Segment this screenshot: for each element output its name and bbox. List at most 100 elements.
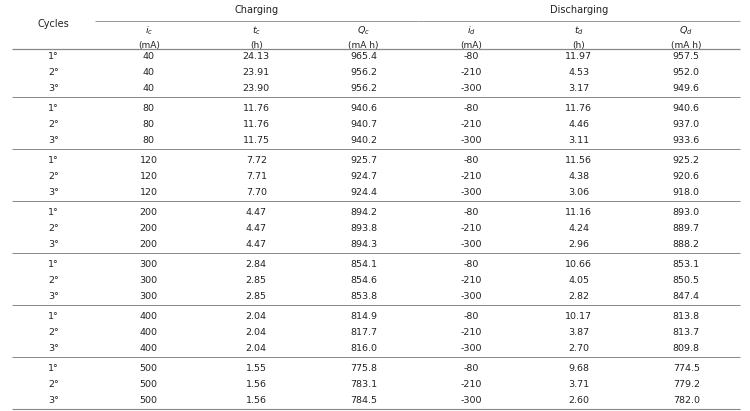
Text: 2.85: 2.85 bbox=[246, 292, 267, 301]
Text: 500: 500 bbox=[140, 396, 158, 405]
Text: 11.56: 11.56 bbox=[566, 156, 592, 165]
Text: 7.70: 7.70 bbox=[246, 188, 267, 197]
Text: 120: 120 bbox=[140, 188, 158, 197]
Text: 924.7: 924.7 bbox=[350, 172, 377, 181]
Text: Charging: Charging bbox=[234, 5, 278, 14]
Text: 400: 400 bbox=[140, 312, 158, 321]
Text: -300: -300 bbox=[460, 136, 482, 145]
Text: -300: -300 bbox=[460, 344, 482, 353]
Text: 2°: 2° bbox=[48, 172, 58, 181]
Text: 23.91: 23.91 bbox=[243, 68, 270, 77]
Text: -210: -210 bbox=[460, 328, 482, 337]
Text: 889.7: 889.7 bbox=[673, 224, 700, 233]
Text: (mA h): (mA h) bbox=[671, 41, 701, 50]
Text: 893.8: 893.8 bbox=[350, 224, 377, 233]
Text: 816.0: 816.0 bbox=[350, 344, 377, 353]
Text: 120: 120 bbox=[140, 172, 158, 181]
Text: 1.56: 1.56 bbox=[246, 396, 267, 405]
Text: (mA h): (mA h) bbox=[349, 41, 379, 50]
Text: 500: 500 bbox=[140, 364, 158, 373]
Text: 4.47: 4.47 bbox=[246, 224, 267, 233]
Text: 956.2: 956.2 bbox=[350, 68, 377, 77]
Text: 933.6: 933.6 bbox=[673, 136, 700, 145]
Text: 2.82: 2.82 bbox=[568, 292, 590, 301]
Text: 853.1: 853.1 bbox=[673, 260, 700, 269]
Text: -210: -210 bbox=[460, 276, 482, 285]
Text: 784.5: 784.5 bbox=[350, 396, 377, 405]
Text: 3°: 3° bbox=[48, 292, 59, 301]
Text: 10.66: 10.66 bbox=[566, 260, 592, 269]
Text: -300: -300 bbox=[460, 84, 482, 93]
Text: 300: 300 bbox=[140, 260, 158, 269]
Text: 3°: 3° bbox=[48, 84, 59, 93]
Text: 2.70: 2.70 bbox=[568, 344, 590, 353]
Text: 400: 400 bbox=[140, 344, 158, 353]
Text: 1°: 1° bbox=[48, 156, 58, 165]
Text: 11.75: 11.75 bbox=[243, 136, 270, 145]
Text: 3.71: 3.71 bbox=[568, 380, 590, 389]
Text: 40: 40 bbox=[142, 52, 154, 61]
Text: 894.3: 894.3 bbox=[350, 240, 377, 249]
Text: 300: 300 bbox=[140, 276, 158, 285]
Text: 4.47: 4.47 bbox=[246, 240, 267, 249]
Text: 956.2: 956.2 bbox=[350, 84, 377, 93]
Text: 940.7: 940.7 bbox=[350, 120, 377, 129]
Text: 1°: 1° bbox=[48, 208, 58, 217]
Text: 813.7: 813.7 bbox=[673, 328, 700, 337]
Text: 894.2: 894.2 bbox=[350, 208, 377, 217]
Text: 40: 40 bbox=[142, 84, 154, 93]
Text: -80: -80 bbox=[464, 52, 479, 61]
Text: 1°: 1° bbox=[48, 312, 58, 321]
Text: $Q_c$: $Q_c$ bbox=[357, 25, 370, 37]
Text: 854.6: 854.6 bbox=[350, 276, 377, 285]
Text: 80: 80 bbox=[142, 136, 154, 145]
Text: 850.5: 850.5 bbox=[673, 276, 700, 285]
Text: 11.97: 11.97 bbox=[566, 52, 592, 61]
Text: -300: -300 bbox=[460, 292, 482, 301]
Text: 120: 120 bbox=[140, 156, 158, 165]
Text: -300: -300 bbox=[460, 240, 482, 249]
Text: 80: 80 bbox=[142, 104, 154, 113]
Text: 775.8: 775.8 bbox=[350, 364, 377, 373]
Text: Discharging: Discharging bbox=[550, 5, 608, 14]
Text: 1.55: 1.55 bbox=[246, 364, 267, 373]
Text: 888.2: 888.2 bbox=[673, 240, 700, 249]
Text: 957.5: 957.5 bbox=[673, 52, 700, 61]
Text: -300: -300 bbox=[460, 188, 482, 197]
Text: 300: 300 bbox=[140, 292, 158, 301]
Text: 4.38: 4.38 bbox=[568, 172, 590, 181]
Text: 11.76: 11.76 bbox=[243, 104, 270, 113]
Text: 783.1: 783.1 bbox=[350, 380, 377, 389]
Text: 3°: 3° bbox=[48, 240, 59, 249]
Text: 3°: 3° bbox=[48, 396, 59, 405]
Text: 2°: 2° bbox=[48, 224, 58, 233]
Text: 925.2: 925.2 bbox=[673, 156, 700, 165]
Text: 3.17: 3.17 bbox=[568, 84, 590, 93]
Text: 4.05: 4.05 bbox=[568, 276, 590, 285]
Text: 920.6: 920.6 bbox=[673, 172, 700, 181]
Text: 9.68: 9.68 bbox=[568, 364, 590, 373]
Text: 4.53: 4.53 bbox=[568, 68, 590, 77]
Text: 940.6: 940.6 bbox=[350, 104, 377, 113]
Text: 24.13: 24.13 bbox=[243, 52, 270, 61]
Text: 925.7: 925.7 bbox=[350, 156, 377, 165]
Text: -80: -80 bbox=[464, 156, 479, 165]
Text: 23.90: 23.90 bbox=[243, 84, 270, 93]
Text: (h): (h) bbox=[250, 41, 262, 50]
Text: (mA): (mA) bbox=[460, 41, 482, 50]
Text: 893.0: 893.0 bbox=[673, 208, 700, 217]
Text: 3°: 3° bbox=[48, 344, 59, 353]
Text: 782.0: 782.0 bbox=[673, 396, 700, 405]
Text: 1°: 1° bbox=[48, 104, 58, 113]
Text: 952.0: 952.0 bbox=[673, 68, 700, 77]
Text: 4.47: 4.47 bbox=[246, 208, 267, 217]
Text: 2.04: 2.04 bbox=[246, 328, 267, 337]
Text: 2.60: 2.60 bbox=[568, 396, 590, 405]
Text: 809.8: 809.8 bbox=[673, 344, 700, 353]
Text: 2°: 2° bbox=[48, 120, 58, 129]
Text: 2.04: 2.04 bbox=[246, 344, 267, 353]
Text: -80: -80 bbox=[464, 208, 479, 217]
Text: 817.7: 817.7 bbox=[350, 328, 377, 337]
Text: -80: -80 bbox=[464, 260, 479, 269]
Text: 200: 200 bbox=[140, 208, 158, 217]
